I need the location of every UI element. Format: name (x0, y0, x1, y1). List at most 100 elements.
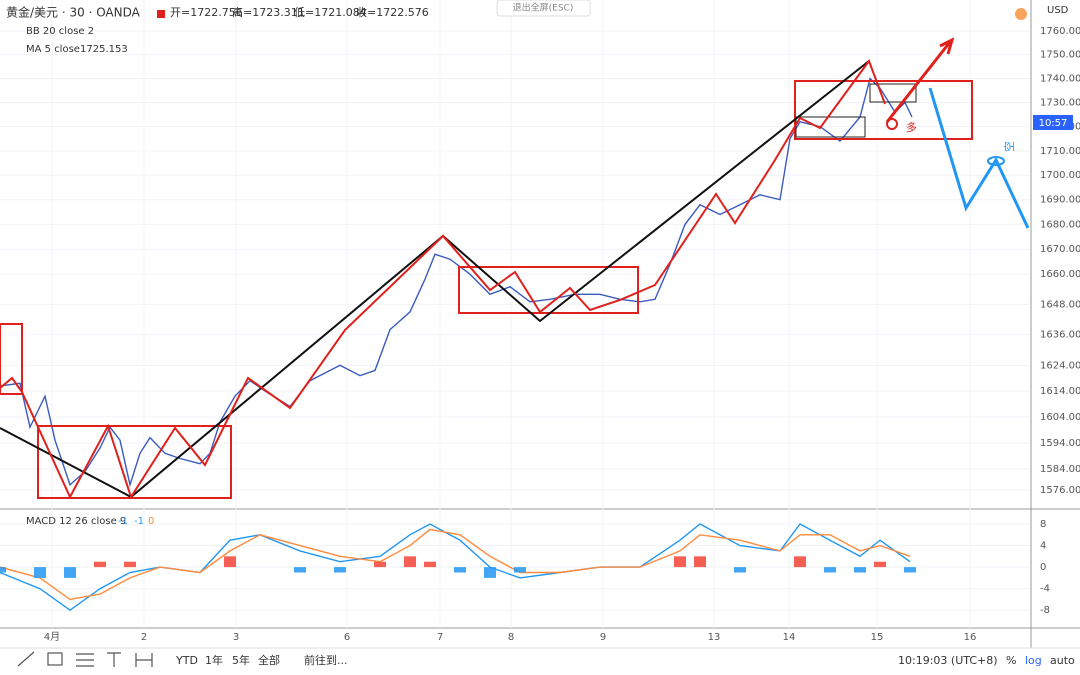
ma-value: 1725.153 (80, 44, 128, 55)
x-tick-label: 13 (708, 632, 721, 643)
x-tick-label: 4月 (44, 631, 60, 643)
tool-shape[interactable] (47, 652, 63, 666)
histogram-bar (224, 556, 236, 568)
x-tick-label: 15 (871, 632, 884, 643)
y-tick-label: 1614.00 (1040, 386, 1080, 397)
y-tick-label: 1690.00 (1040, 195, 1080, 206)
scale-option[interactable]: log (1025, 654, 1042, 667)
scale-option[interactable]: % (1006, 654, 1016, 667)
histogram-bar (424, 561, 436, 568)
toolbar-button[interactable]: 5年 (232, 653, 250, 667)
x-tick-label: 8 (508, 632, 514, 643)
histogram-bar (334, 567, 346, 573)
tool-measure[interactable] (135, 653, 153, 667)
toolbar: YTD 1年 5年 全部 前往到... 10:19:03 (UTC+8)% log auto (175, 653, 1075, 667)
y-tick-label: 1576.00 (1040, 485, 1080, 496)
x-tick-label: 9 (600, 632, 606, 643)
range-box (794, 80, 973, 140)
indicator-bb: BB 20 close 2 (26, 26, 94, 37)
macd-title: MACD 12 26 close 9 (26, 516, 126, 527)
y-tick-label: -4 (1040, 584, 1050, 595)
y-tick-label: 1670.00 (1040, 244, 1080, 255)
series-line (0, 528, 911, 601)
histogram-bar (514, 567, 526, 573)
short-label: 空 (1002, 141, 1016, 152)
y-tick-label: 1750.00 (1040, 50, 1080, 61)
axis: 8 4 0 -4 -8 (1040, 519, 1050, 616)
histogram-bar (0, 567, 6, 573)
y-tick-label: 8 (1040, 519, 1046, 530)
zigzag (0, 58, 886, 500)
y-tick-label: 1648.00 (1040, 299, 1080, 310)
main-pane: 1576.00 1584.00 1594.00 1604.00 1614.00 1624.… (0, 0, 1080, 643)
y-tick-label: 1604.00 (1040, 412, 1080, 423)
short-mark (987, 156, 1005, 166)
arrow-head (939, 37, 955, 55)
x-tick-label: 14 (783, 632, 796, 643)
y-tick-label: 1660.00 (1040, 269, 1080, 280)
price-tag (1033, 115, 1073, 130)
range-box (458, 266, 639, 314)
scale-option[interactable]: auto (1050, 654, 1075, 667)
macd-value: 0 (148, 516, 154, 527)
entry-mark (886, 118, 898, 130)
y-tick-label: 1636.00 (1040, 330, 1080, 341)
range-box (0, 323, 23, 395)
histogram-bar (454, 567, 466, 573)
series-line (0, 77, 913, 488)
y-tick-label: 1680.00 (1040, 219, 1080, 230)
alert-icon[interactable] (1015, 8, 1027, 20)
y-tick-label: 1594.00 (1040, 438, 1080, 449)
toolbar-button[interactable]: 前往到... (304, 653, 348, 667)
small-box (795, 116, 866, 138)
histogram-bar (854, 567, 866, 573)
ohlc-close: 收=1722.576 (356, 5, 429, 19)
histogram-bar (124, 561, 136, 568)
histogram-bar (294, 567, 306, 573)
macd-pane: 8 4 0 -4 -8 (0, 519, 1050, 616)
y-tick-label: -8 (1040, 605, 1050, 616)
exit-fullscreen[interactable] (496, 0, 591, 17)
ohlc-low: 低=1721.084 (294, 6, 367, 19)
series-line (0, 523, 911, 612)
indicator-ma: MA 5 close (26, 44, 80, 55)
toolbar-button[interactable]: 全部 (258, 653, 280, 667)
y-tick-label: 0 (1040, 562, 1046, 573)
x-tick-label: 3 (233, 632, 239, 643)
y-tick-label: 1624.00 (1040, 360, 1080, 371)
ohlc-open: 开=1722.756 (170, 6, 243, 19)
macd-value: -1 (134, 516, 144, 527)
long-label: 多 (906, 120, 917, 134)
price-tag-label: 10:57 (1039, 118, 1068, 129)
y-tick-label: 1740.00 (1040, 74, 1080, 85)
exit-fullscreen-label[interactable]: 退出全屏(ESC) (513, 2, 574, 14)
currency: USD (1047, 5, 1069, 16)
histogram-bar (694, 556, 706, 568)
y-tick-label: 1584.00 (1040, 464, 1080, 475)
drawing-tools (17, 651, 153, 667)
tool-text[interactable] (107, 652, 121, 667)
histogram-bar (874, 561, 886, 568)
long-arrow (885, 41, 952, 123)
y-tick-label: 4 (1040, 541, 1046, 552)
y-tick-label: 1700.00 (1040, 170, 1080, 181)
toolbar-button[interactable]: YTD (175, 654, 198, 667)
tool-line[interactable] (17, 651, 35, 667)
clock: 10:19:03 (UTC+8) (898, 654, 998, 667)
histogram-bar (794, 556, 806, 568)
axis: 1576.00 1584.00 1594.00 1604.00 1614.00 1624.… (44, 26, 1080, 643)
histogram-bar (484, 567, 496, 578)
small-box (869, 83, 917, 103)
annotations (0, 37, 1030, 500)
x-tick-label: 7 (437, 632, 443, 643)
histogram-bar (734, 567, 746, 573)
macd-value: -1 (118, 516, 128, 527)
y-tick-label: 1710.00 (1040, 146, 1080, 157)
x-tick-label: 6 (344, 632, 350, 643)
toolbar-button[interactable]: 1年 (205, 653, 223, 667)
x-tick-label: 2 (141, 632, 147, 643)
histogram-bar (404, 556, 416, 568)
